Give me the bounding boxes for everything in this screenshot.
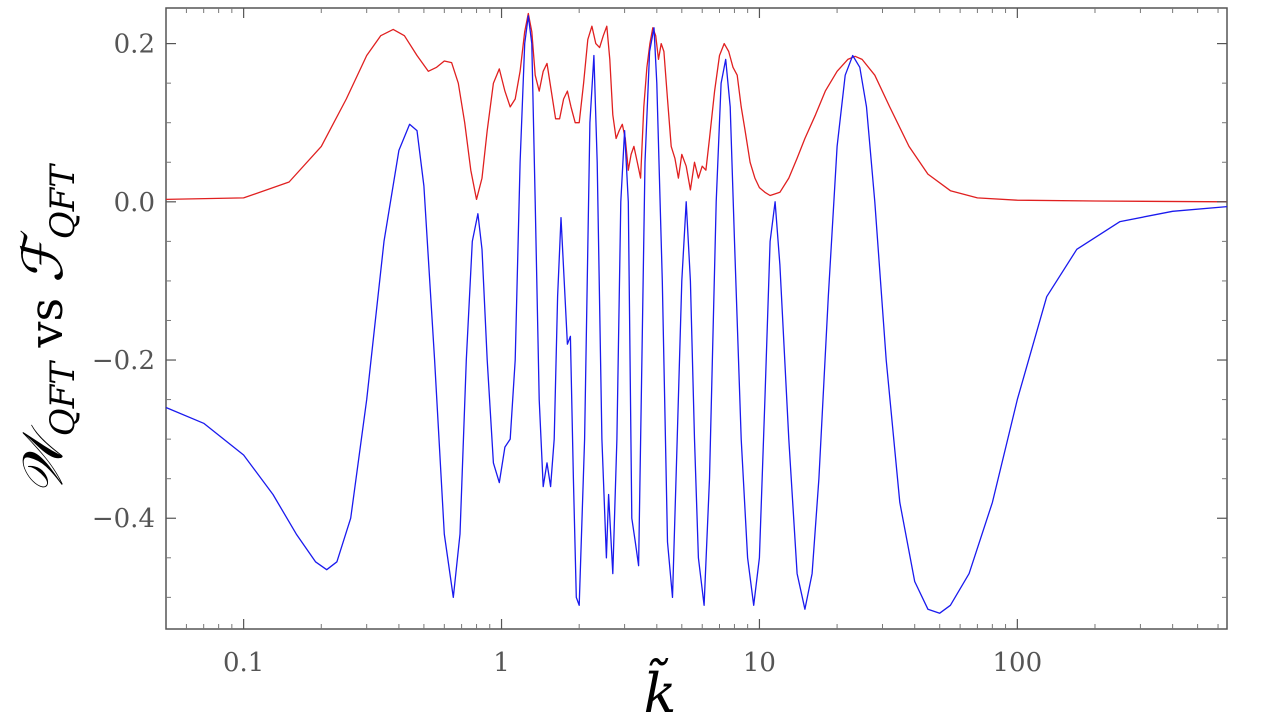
y-axis-title-f-sub: QFT — [43, 163, 83, 239]
series-line-2 — [165, 15, 1228, 614]
y-axis-title-w-sub: QFT — [43, 360, 83, 436]
ticks-layer: 0.1 1 10 100 0.2 0.0 −0.2 −0.4 — [92, 8, 1227, 678]
y-tick-label: −0.2 — [92, 346, 155, 376]
series-line-1 — [165, 12, 1228, 203]
y-tick-label: −0.4 — [92, 504, 155, 534]
y-axis-title: 𝒲QFT vs ℱQFT — [11, 163, 83, 495]
y-axis-title-vs: vs — [19, 283, 73, 362]
x-tick-label: 1 — [493, 648, 510, 678]
x-tick-label: 10 — [743, 648, 776, 678]
series-layer — [165, 12, 1228, 614]
y-tick-label: 0.0 — [114, 188, 155, 218]
y-tick-label: 0.2 — [114, 30, 155, 60]
x-tick-label: 0.1 — [223, 648, 264, 678]
plot-frame — [165, 7, 1228, 630]
x-axis-title: k̃ — [644, 657, 677, 720]
x-tick-label: 100 — [993, 648, 1043, 678]
